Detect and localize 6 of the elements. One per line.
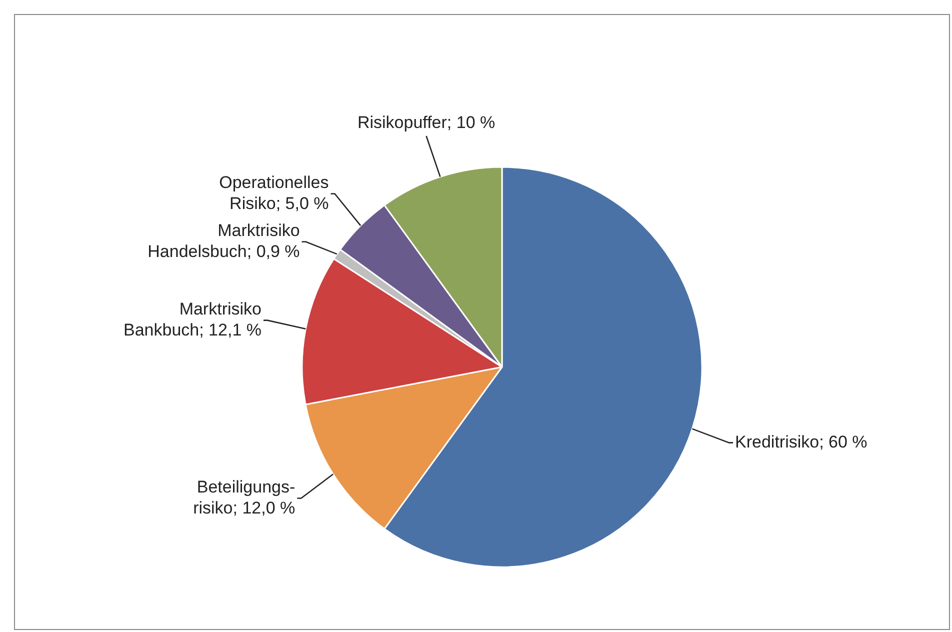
slice-label: Kreditrisiko; 60 % [735,432,868,452]
slice-label: Risikopuffer; 10 % [357,113,496,132]
slice-label: Marktrisiko Handelsbuch; 0,9 % [148,220,300,261]
slice-label: Beteiligungs-risiko; 12,0 % [193,477,296,518]
slice-label: Operationelles Risiko; 5,0 % [219,172,329,213]
slice-label: Marktrisiko Bankbuch; 12,1 % [124,300,262,340]
